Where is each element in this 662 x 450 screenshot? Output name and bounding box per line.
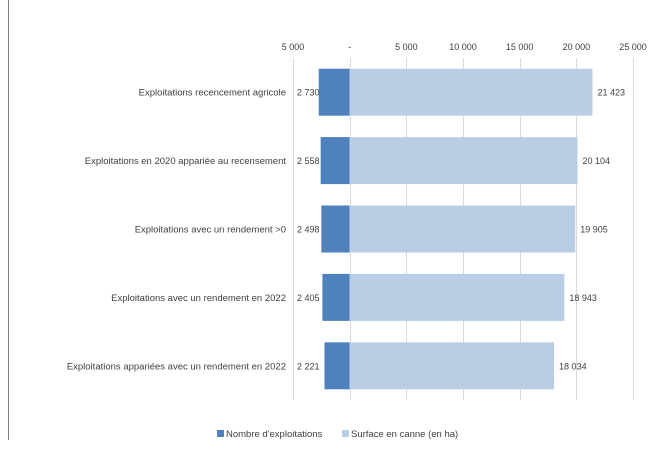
category-labels: Exploitations recencement agricole Exploi… — [67, 88, 287, 373]
data-label-surface: 21 423 — [597, 88, 625, 98]
legend-label-surface: Surface en canne (en ha) — [351, 429, 458, 440]
x-tick-label: 15 000 — [506, 42, 534, 52]
bar-nombre-exploitations — [321, 205, 350, 253]
bar-nombre-exploitations — [318, 68, 350, 116]
data-label-nombre: 2 558 — [297, 156, 320, 166]
category-label: Exploitations avec un rendement en 2022 — [111, 293, 286, 304]
data-label-nombre: 2 405 — [297, 293, 320, 303]
bar-surface-canne — [349, 68, 593, 116]
bar-surface-canne — [349, 273, 565, 321]
data-label-surface: 18 943 — [569, 293, 597, 303]
data-labels: 2 730 21 423 2 558 20 104 2 498 19 905 2 405 18… — [297, 88, 625, 372]
data-label-nombre: 2 730 — [297, 88, 320, 98]
x-tick-labels: 5 000 - 5 000 10 000 15 000 20 000 25 000 — [282, 42, 647, 52]
x-tick-label: 25 000 — [619, 42, 647, 52]
bar-nombre-exploitations — [320, 137, 350, 185]
x-tick-label: 5 000 — [282, 42, 305, 52]
bar-surface-canne — [349, 137, 578, 185]
category-label: Exploitations en 2020 appariée au recens… — [85, 156, 287, 167]
bar-nombre-exploitations — [324, 342, 350, 390]
x-tick-label: 20 000 — [563, 42, 591, 52]
legend-label-nombre: Nombre d'exploitations — [226, 429, 323, 440]
legend-swatch-nombre — [217, 430, 224, 437]
category-label: Exploitations recencement agricole — [139, 88, 286, 99]
data-label-nombre: 2 498 — [297, 225, 320, 235]
bar-surface-canne — [349, 205, 576, 253]
data-label-surface: 19 905 — [580, 225, 608, 235]
data-label-nombre: 2 221 — [297, 361, 320, 371]
data-label-surface: 20 104 — [583, 156, 611, 166]
category-label: Exploitations avec un rendement >0 — [135, 225, 286, 236]
category-label: Exploitations appariées avec un rendemen… — [67, 361, 286, 372]
data-label-surface: 18 034 — [559, 361, 587, 371]
x-tick-label: - — [348, 42, 351, 52]
legend: Nombre d'exploitations Surface en canne (… — [217, 429, 458, 440]
legend-swatch-surface — [342, 430, 349, 437]
bar-surface-canne — [349, 342, 555, 390]
bar-nombre-exploitations — [322, 273, 350, 321]
bars — [318, 68, 593, 390]
x-tick-label: 5 000 — [395, 42, 418, 52]
x-tick-label: 10 000 — [449, 42, 477, 52]
